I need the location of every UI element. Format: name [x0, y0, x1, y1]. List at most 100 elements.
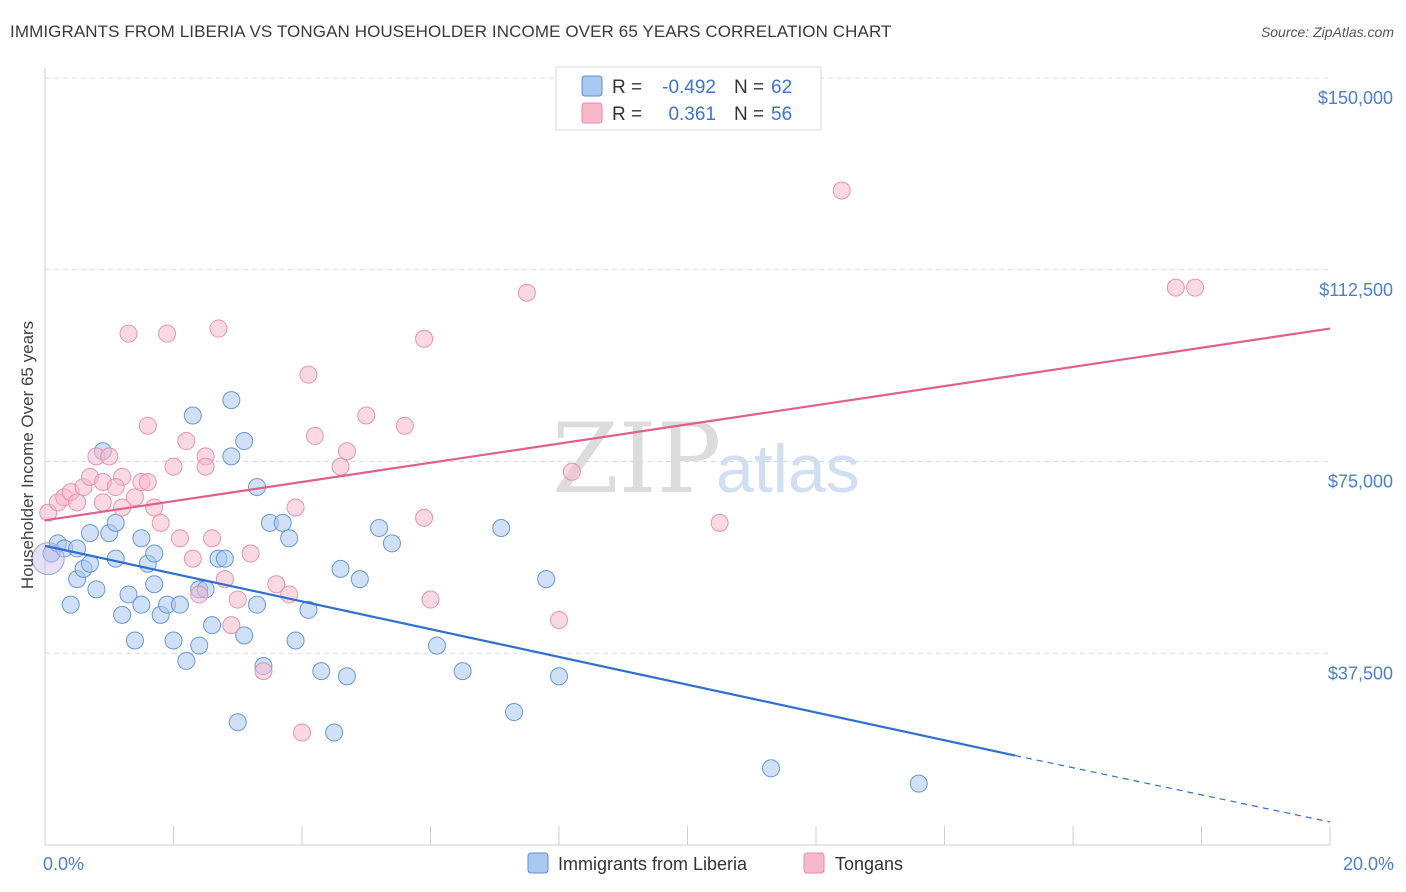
source-label: Source: ZipAtlas.com — [1260, 24, 1394, 40]
cluster-point — [31, 542, 65, 576]
point-0-3 — [61, 595, 80, 614]
point-0-57 — [550, 667, 568, 686]
point-0-44 — [286, 631, 305, 650]
point-1-22 — [170, 529, 189, 548]
point-0-43 — [280, 529, 299, 548]
bottom-legend-swatch-liberia — [527, 852, 549, 874]
point-1-21 — [164, 457, 183, 476]
point-1-32 — [241, 544, 260, 563]
legend-r-label-2: R = — [612, 104, 642, 125]
point-0-38 — [235, 432, 254, 451]
trend-line-extension-0 — [1015, 754, 1331, 823]
point-0-56 — [537, 570, 556, 589]
data-points — [31, 181, 1205, 793]
point-0-25 — [170, 595, 189, 614]
point-1-23 — [177, 432, 196, 451]
bottom-legend-label-tongans: Tongans — [835, 854, 903, 874]
y-tick-label-0: $37,500 — [1328, 663, 1393, 683]
point-0-52 — [427, 636, 446, 655]
point-1-39 — [305, 426, 324, 445]
point-1-18 — [145, 498, 164, 517]
legend-swatch-tongans — [581, 102, 603, 124]
point-1-38 — [299, 365, 318, 384]
point-1-25 — [190, 585, 209, 604]
point-0-36 — [228, 713, 247, 732]
point-1-46 — [421, 590, 440, 609]
watermark-atlas: atlas — [716, 431, 860, 507]
point-1-36 — [286, 498, 305, 517]
point-0-50 — [370, 518, 389, 537]
grid-lines — [45, 77, 1330, 654]
point-0-26 — [177, 651, 196, 670]
legend-box: R = -0.492 N = 62 R = 0.361 N = 56 — [555, 66, 822, 131]
point-0-21 — [145, 544, 164, 563]
point-0-37 — [235, 626, 254, 645]
point-1-54 — [106, 478, 125, 497]
point-1-17 — [138, 416, 157, 435]
point-1-9 — [93, 493, 112, 512]
point-1-45 — [415, 329, 434, 348]
point-0-54 — [492, 518, 511, 537]
point-0-48 — [337, 667, 356, 686]
watermark: ZIP atlas — [552, 403, 860, 515]
bottom-legend-swatch-tongans — [803, 852, 825, 874]
point-0-61 — [325, 723, 344, 742]
x-tick-label-min: 0.0% — [43, 854, 84, 874]
point-1-37 — [293, 723, 311, 742]
point-0-51 — [382, 534, 401, 553]
point-1-51 — [832, 181, 851, 200]
point-0-9 — [87, 580, 106, 599]
point-1-34 — [267, 575, 286, 594]
legend-r-label-1: R = — [612, 77, 642, 98]
point-0-14 — [113, 605, 132, 624]
point-1-19 — [151, 513, 170, 532]
point-1-24 — [183, 549, 202, 568]
point-1-40 — [331, 457, 350, 476]
x-tick-label-max: 20.0% — [1343, 854, 1394, 874]
point-1-47 — [517, 283, 536, 302]
point-0-34 — [222, 447, 241, 466]
point-0-35 — [222, 391, 241, 410]
point-1-52 — [1166, 278, 1185, 297]
legend-n-label-2: N = — [734, 104, 764, 125]
point-0-27 — [183, 406, 202, 425]
point-0-42 — [273, 513, 292, 532]
bottom-legend: Immigrants from Liberia Tongans — [527, 852, 903, 874]
legend-r-value-1: -0.492 — [662, 77, 716, 98]
point-1-53 — [1186, 278, 1205, 297]
chart-title: IMMIGRANTS FROM LIBERIA VS TONGAN HOUSEH… — [10, 22, 892, 41]
legend-r-value-2: 0.361 — [668, 104, 716, 125]
bottom-legend-label-liberia: Immigrants from Liberia — [558, 854, 748, 874]
point-0-8 — [80, 524, 99, 543]
point-1-50 — [710, 513, 729, 532]
point-1-4 — [68, 493, 87, 512]
y-tick-label-2: $112,500 — [1319, 280, 1393, 300]
watermark-zip: ZIP — [552, 403, 721, 515]
point-0-17 — [132, 529, 151, 548]
point-1-44 — [415, 508, 434, 527]
y-tick-label-3: $150,000 — [1318, 88, 1393, 108]
point-1-42 — [357, 406, 376, 425]
x-axis — [44, 68, 1331, 846]
point-1-14 — [125, 488, 144, 507]
legend-n-value-2: 56 — [771, 104, 792, 125]
y-axis-label: Householder Income Over 65 years — [18, 321, 37, 589]
point-1-10 — [100, 447, 119, 466]
point-0-33 — [215, 549, 234, 568]
point-0-59 — [909, 774, 928, 793]
point-0-55 — [505, 703, 524, 722]
point-1-28 — [203, 529, 222, 548]
point-0-15 — [119, 585, 138, 604]
point-0-18 — [132, 595, 151, 614]
legend-n-label-1: N = — [734, 77, 764, 98]
point-0-47 — [331, 559, 350, 578]
trend-line-1 — [44, 327, 1331, 522]
point-0-20 — [145, 575, 164, 594]
point-1-13 — [119, 324, 138, 343]
point-1-33 — [254, 662, 273, 681]
point-0-13 — [106, 513, 125, 532]
point-0-31 — [203, 616, 222, 635]
point-0-46 — [312, 662, 331, 681]
trend-lines — [44, 327, 1331, 823]
y-tick-labels: $37,500 $75,000 $112,500 $150,000 — [1318, 88, 1393, 683]
